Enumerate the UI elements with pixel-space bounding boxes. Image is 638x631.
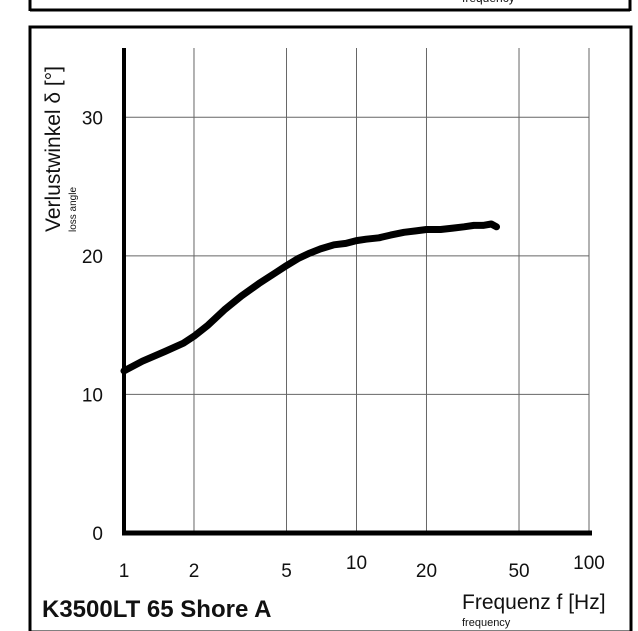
top-panel: frequency	[28, 0, 632, 12]
chart-title: K3500LT 65 Shore A	[42, 596, 271, 623]
axes	[122, 48, 592, 536]
y-tick-label: 10	[82, 385, 103, 406]
x-tick-label: 2	[189, 561, 200, 582]
x-tick-label: 1	[119, 561, 130, 582]
y-axis-title: Verlustwinkel δ [°]	[42, 66, 65, 232]
y-tick-label: 20	[82, 247, 103, 268]
grid	[124, 48, 590, 533]
y-tick-label: 0	[92, 524, 103, 545]
top-panel-partial-label: frequency	[462, 0, 515, 5]
x-tick-label: 50	[508, 561, 529, 582]
x-axis-title: Frequenz f [Hz]	[462, 591, 606, 614]
series-line	[120, 220, 500, 375]
x-tick-label: 10	[346, 553, 367, 574]
y-tick-labels: 0 10 20 30	[82, 108, 103, 545]
x-tick-label: 5	[281, 561, 292, 582]
y-axis-subtitle-group: loss angle	[68, 187, 79, 232]
y-axis-title-group: Verlustwinkel δ [°]	[42, 66, 65, 232]
x-tick-label: 20	[416, 561, 437, 582]
x-tick-labels: 1 2 5 10 20 50 100	[119, 553, 605, 582]
y-tick-label: 30	[82, 108, 103, 129]
y-axis-subtitle: loss angle	[68, 187, 79, 232]
x-tick-label: 100	[573, 553, 605, 574]
chart-frame	[28, 25, 633, 631]
series-layer	[120, 220, 500, 375]
x-axis-subtitle: frequency	[462, 617, 511, 629]
